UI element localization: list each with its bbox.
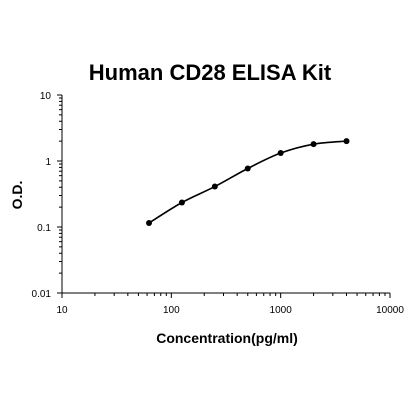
- y-tick-label: 0.01: [32, 289, 52, 300]
- data-point: [310, 141, 317, 148]
- ticks: 10 100 1000 10000 0.01 0.1 1 10: [32, 91, 405, 316]
- data-point: [178, 199, 185, 206]
- data-point: [211, 183, 218, 190]
- x-tick-label: 1000: [270, 305, 293, 316]
- x-tick-label: 10000: [376, 305, 404, 316]
- data-points-layer: [146, 138, 350, 226]
- y-tick-label: 10: [40, 91, 52, 102]
- chart-title: Human CD28 ELISA Kit: [88, 60, 332, 85]
- y-tick-label: 1: [45, 157, 51, 168]
- y-axis-title: O.D.: [9, 181, 25, 210]
- data-point: [244, 165, 251, 172]
- x-tick-label: 100: [163, 305, 180, 316]
- data-point: [277, 150, 284, 157]
- y-tick-label: 0.1: [37, 223, 51, 234]
- x-axis-title: Concentration(pg/ml): [156, 330, 298, 346]
- data-point: [343, 138, 350, 145]
- x-tick-label: 10: [56, 305, 68, 316]
- fit-curve-layer: [148, 140, 347, 224]
- axes: [61, 95, 390, 294]
- fit-curve: [148, 140, 347, 224]
- data-point: [146, 219, 153, 226]
